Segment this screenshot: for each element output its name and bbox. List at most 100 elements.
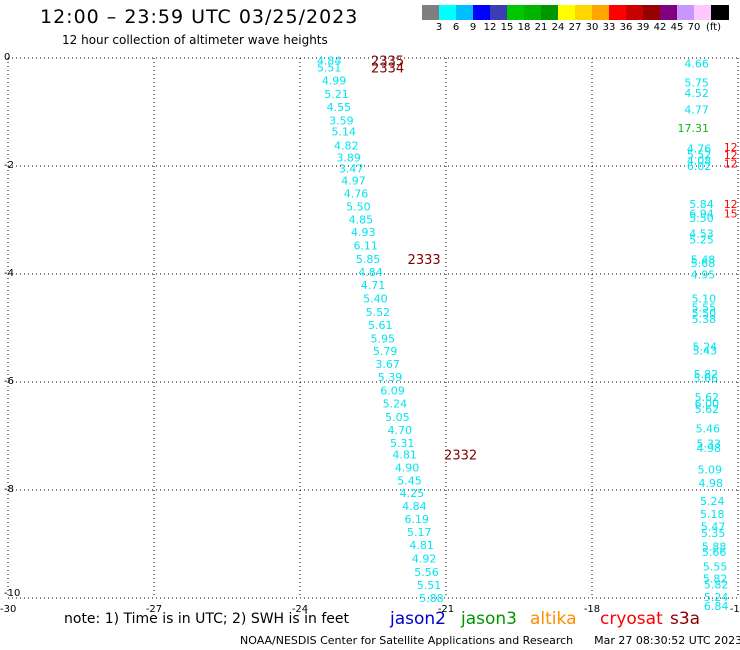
wave-height-label: 6.11 (353, 239, 378, 252)
legend-swatch-label: 33 (602, 22, 616, 33)
wave-height-label: 5.17 (407, 526, 432, 539)
wave-height-label: 12 (724, 141, 738, 154)
wave-height-label: 4.82 (334, 139, 359, 152)
legend-swatch (558, 5, 576, 20)
wave-height-label: 5.50 (692, 307, 717, 320)
legend-swatch (490, 5, 508, 20)
wave-height-label: 4.81 (392, 448, 417, 461)
wave-height-label: 4.71 (361, 279, 386, 292)
legend-swatch (643, 5, 661, 20)
time-label: 2333 (408, 253, 441, 268)
wave-height-label: 12 (724, 157, 738, 170)
wave-height-label: 4.85 (349, 213, 374, 226)
x-tick-label: -30 (0, 604, 16, 615)
credit-timestamp: Mar 27 08:30:52 UTC 2023 (594, 634, 740, 647)
wave-height-label: 6.19 (405, 513, 430, 526)
chart-subtitle: 12 hour collection of altimeter wave hei… (62, 33, 328, 47)
wave-height-label: 4.55 (327, 101, 352, 114)
wave-height-label: 5.84 (689, 198, 714, 211)
legend-swatch-label: 24 (551, 22, 565, 33)
wave-height-label: 5.38 (692, 313, 717, 326)
wave-height-label: 3.67 (375, 358, 400, 371)
legend-swatch-label: 3 (435, 22, 443, 33)
wave-height-label: 4.84 (402, 500, 427, 513)
legend-swatch-label: 36 (619, 22, 633, 33)
grid-layer (7, 57, 739, 599)
legend-swatch-label: 9 (469, 22, 477, 33)
legend-swatch (660, 5, 678, 20)
wave-height-label: 5.62 (695, 391, 720, 404)
wave-height-label: 5.68 (691, 257, 716, 270)
wave-height-label: 4.92 (412, 553, 437, 566)
wave-height-label: 5.52 (366, 306, 391, 319)
wave-height-label: 5.14 (332, 125, 357, 138)
legend-swatch (456, 5, 474, 20)
wave-height-label: 4.08 (687, 155, 712, 168)
legend-swatch (677, 5, 695, 20)
wave-height-label: 5.82 (704, 579, 729, 592)
satellite-s3a: s3a (670, 609, 701, 629)
wave-height-label: 5.24 (704, 591, 729, 604)
wave-height-label: 4.76 (344, 188, 369, 201)
satellite-altika: altika (530, 609, 577, 629)
wave-height-label: 4.84 (317, 55, 342, 68)
y-tick-label: -8 (4, 484, 14, 495)
wave-height-label: 5.55 (703, 561, 728, 574)
y-tick-label: 0 (4, 52, 10, 63)
y-tick-label: -4 (4, 268, 14, 279)
y-tick-label: -10 (4, 588, 20, 599)
footer-credit: NOAA/NESDIS Center for Satellite Applica… (240, 634, 740, 647)
credit-text: NOAA/NESDIS Center for Satellite Applica… (240, 634, 574, 647)
legend-unit: (ft) (706, 22, 722, 33)
wave-height-label: 4.97 (341, 175, 366, 188)
footer-note: note: 1) Time is in UTC; 2) SWH is in fe… (64, 611, 350, 627)
legend-swatch-label: 39 (636, 22, 650, 33)
wave-height-label: 5.31 (390, 437, 415, 450)
y-tick-label: -2 (4, 160, 14, 171)
time-label: 2335 (371, 55, 404, 70)
wave-height-label: 5.24 (693, 340, 718, 353)
legend-swatch-label: 21 (534, 22, 548, 33)
time-label: 2332 (444, 448, 477, 463)
legend-swatch-label: 42 (653, 22, 667, 33)
legend-swatch-label: 70 (687, 22, 701, 33)
wave-height-label: 5.55 (692, 301, 717, 314)
point-layer: 4.845.514.995.214.553.595.144.823.893.47… (317, 55, 738, 613)
wave-height-label: 12 (724, 149, 738, 162)
wave-height-label: 5.39 (378, 371, 403, 384)
wave-height-label: 4.53 (689, 228, 714, 241)
legend-swatch (439, 5, 457, 20)
wave-height-label: 5.51 (317, 62, 342, 75)
wave-height-label: 4.98 (697, 442, 722, 455)
wave-height-label: 6.02 (687, 160, 712, 173)
wave-height-label: 17.31 (677, 122, 709, 135)
legend-swatch (592, 5, 610, 20)
wave-height-label: 4.76 (687, 143, 712, 156)
wave-height-label: 5.66 (702, 546, 727, 559)
wave-height-label: 5.21 (324, 88, 349, 101)
wave-height-label: 5.62 (695, 403, 720, 416)
legend-swatch (541, 5, 559, 20)
legend-swatch (711, 5, 729, 20)
wave-height-label: 5.18 (700, 508, 725, 521)
x-tick-label: -27 (146, 604, 162, 615)
wave-height-label: 4.98 (698, 477, 723, 490)
chart-title: 12:00 – 23:59 UTC 03/25/2023 (40, 6, 359, 28)
y-tick-label: -6 (4, 376, 14, 387)
wave-height-label: 4.93 (351, 226, 376, 239)
legend-swatch (524, 5, 542, 20)
wave-height-label: 5.24 (383, 398, 408, 411)
legend-swatch (507, 5, 525, 20)
wave-height-label: 5.05 (385, 411, 410, 424)
wave-height-label: 5.51 (417, 579, 442, 592)
wave-height-label: 6.94 (689, 208, 714, 221)
wave-height-label: 5.46 (696, 422, 721, 435)
wave-height-label: 6.09 (380, 385, 405, 398)
wave-height-label: 5.61 (368, 319, 393, 332)
wave-height-label: 5.25 (689, 233, 714, 246)
x-tick-label: -15 (730, 604, 740, 615)
wave-height-label: 3.59 (329, 115, 354, 128)
legend-swatch (473, 5, 491, 20)
